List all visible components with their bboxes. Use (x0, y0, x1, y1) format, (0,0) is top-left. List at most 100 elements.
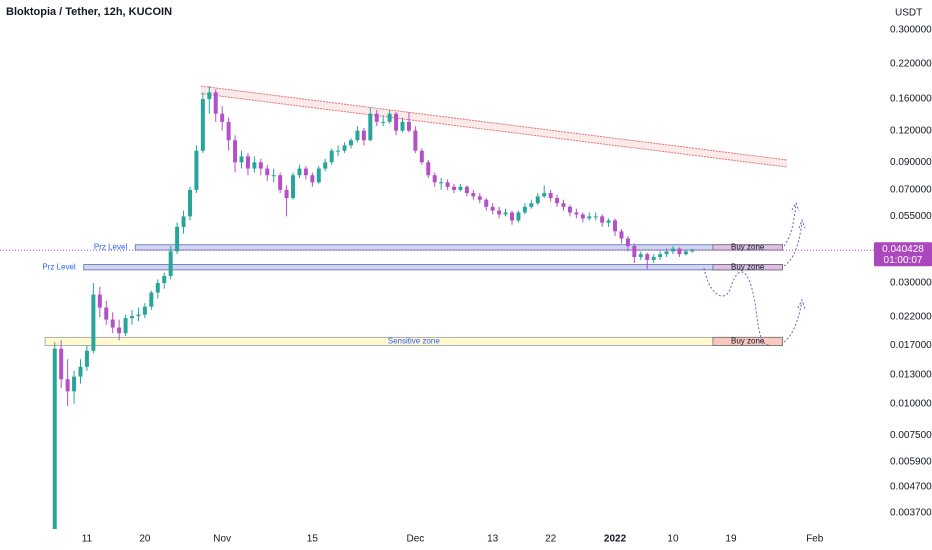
candle-body (497, 210, 502, 215)
candle-body (522, 206, 527, 213)
candle-body (155, 283, 160, 293)
candle-body (664, 251, 669, 255)
candle-body (220, 113, 225, 122)
candle-body (149, 292, 154, 307)
candle-body (632, 246, 637, 258)
candle-body (574, 212, 579, 215)
candle-body (683, 251, 688, 255)
y-tick-label: 0.070000 (890, 185, 932, 196)
candle-body (368, 113, 373, 141)
buy-zone-label: Buy zone (731, 262, 765, 271)
y-tick-label: 0.005900 (890, 456, 932, 467)
candle-body (651, 257, 656, 260)
y-tick-label: 0.010000 (890, 398, 932, 409)
x-tick-label: 22 (545, 534, 557, 545)
x-tick-label: Nov (213, 534, 231, 545)
x-tick-label: 15 (307, 534, 319, 545)
candle-body (439, 182, 444, 184)
candle-body (658, 254, 663, 258)
candle-body (445, 182, 450, 187)
arrow-head (791, 201, 800, 212)
candle-body (252, 162, 257, 169)
candle-body (175, 226, 180, 252)
candle-body (239, 156, 244, 163)
candle-body (142, 306, 147, 315)
y-tick-label: 0.030000 (890, 278, 932, 289)
candle-body (548, 193, 553, 199)
candle-body (613, 220, 618, 232)
candle-body (464, 186, 469, 194)
projection-path (783, 301, 803, 343)
candle-body (336, 150, 341, 152)
buy-zone-box (712, 336, 783, 346)
candle-body (323, 162, 328, 169)
candle-body (619, 231, 624, 239)
arrow-head (797, 298, 806, 310)
candle-body (245, 156, 250, 169)
y-tick-label: 0.090000 (890, 157, 932, 168)
candle-body (381, 121, 386, 123)
zone-label: Sensitive zone (388, 336, 441, 345)
candle-body (97, 294, 102, 308)
candle-body (555, 198, 560, 204)
candle-body (291, 175, 296, 199)
candle-body (297, 168, 302, 176)
candle-body (310, 175, 315, 183)
candle-body (567, 206, 572, 213)
candle-body (52, 348, 57, 529)
trend-line (200, 93, 788, 168)
last-price-box (874, 242, 932, 267)
y-tick-label: 0.120000 (890, 125, 932, 136)
y-tick-label: 0.004700 (890, 481, 932, 492)
trend-line (200, 85, 788, 161)
candle-body (593, 216, 598, 218)
candle-body (168, 251, 173, 276)
y-tick-label: 0.017000 (890, 340, 932, 351)
axis-layer: 0.300000 0.220000 0.160000 0.120000 0.090000… (0, 25, 932, 545)
candle-body (78, 366, 83, 377)
candle-body (490, 206, 495, 211)
candle-body (181, 216, 186, 227)
zone-label: Prz Level (42, 262, 76, 271)
candle-body (187, 189, 192, 217)
candle-body (130, 316, 135, 319)
zones-layer: Prz Level Prz Level Sensitive zone Buy zone… (42, 242, 783, 346)
y-tick-label: 0.055000 (890, 211, 932, 222)
candle-body (213, 92, 218, 114)
candle-body (645, 254, 650, 260)
projection-path (703, 267, 771, 346)
candle-body (123, 318, 128, 334)
candle-body (638, 254, 643, 258)
candle-body (432, 175, 437, 183)
x-tick-label: 10 (667, 534, 679, 545)
y-tick-label: 0.022000 (890, 312, 932, 323)
candles-layer (52, 86, 695, 529)
zone-box (83, 264, 783, 271)
arrow-head (798, 218, 806, 229)
x-tick-label: 19 (725, 534, 737, 545)
trend-channel-layer (200, 85, 788, 168)
candle-body (587, 216, 592, 219)
candle-body (226, 121, 231, 141)
candle-body (477, 196, 482, 200)
candle-body (394, 113, 399, 131)
projection-arrows (703, 201, 806, 346)
y-tick-label: 0.300000 (890, 25, 932, 36)
candle-body (400, 121, 405, 131)
candle-body (600, 216, 605, 223)
candle-body (65, 379, 70, 392)
candle-body (625, 238, 630, 247)
x-tick-label: 13 (487, 534, 499, 545)
candle-body (271, 175, 276, 177)
candle-body (374, 113, 379, 122)
candle-body (303, 168, 308, 176)
x-tick-label: Dec (406, 534, 424, 545)
candle-body (561, 203, 566, 207)
candle-body (84, 350, 89, 367)
candle-body (580, 214, 585, 219)
candle-body (535, 196, 540, 204)
zone-box (134, 244, 783, 251)
candle-body (233, 140, 238, 163)
